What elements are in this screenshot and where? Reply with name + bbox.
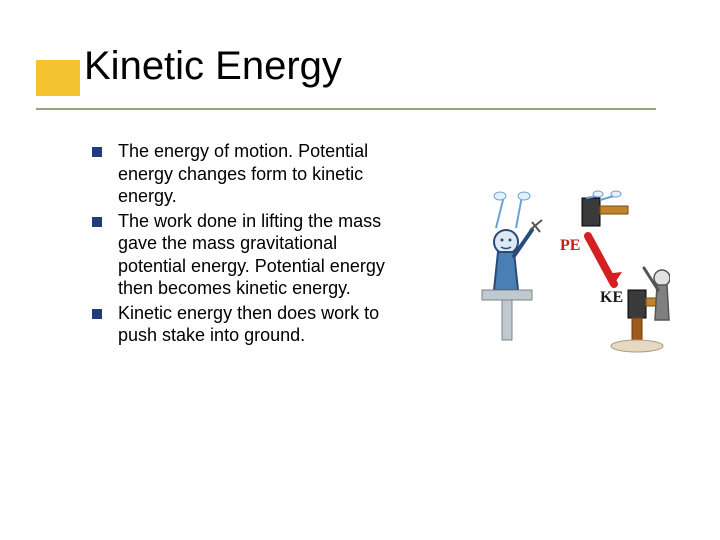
bullet-square-icon: [92, 217, 102, 227]
bullet-list: The energy of motion. Potential energy c…: [92, 140, 402, 349]
title-underline: [36, 108, 656, 110]
ke-label: KE: [600, 289, 623, 306]
list-item: Kinetic energy then does work to push st…: [92, 302, 402, 347]
list-item: The work done in lifting the mass gave t…: [92, 210, 402, 300]
character-right: [644, 268, 670, 320]
arrow-icon: [588, 236, 622, 284]
post-left: [482, 290, 532, 340]
slide-title: Kinetic Energy: [84, 44, 342, 89]
diagram-svg: PE KE: [470, 190, 670, 360]
energy-diagram: PE KE: [470, 190, 670, 360]
bullet-square-icon: [92, 147, 102, 157]
bullet-text: The energy of motion. Potential energy c…: [118, 140, 402, 208]
hammer-top: [582, 191, 628, 226]
pe-label: PE: [560, 237, 580, 254]
bullet-text: The work done in lifting the mass gave t…: [118, 210, 402, 300]
stake: [611, 318, 663, 352]
character-left: [494, 192, 542, 290]
slide-title-area: Kinetic Energy: [36, 44, 676, 122]
bullet-text: Kinetic energy then does work to push st…: [118, 302, 402, 347]
bullet-square-icon: [92, 309, 102, 319]
list-item: The energy of motion. Potential energy c…: [92, 140, 402, 208]
title-accent-block: [36, 60, 80, 96]
